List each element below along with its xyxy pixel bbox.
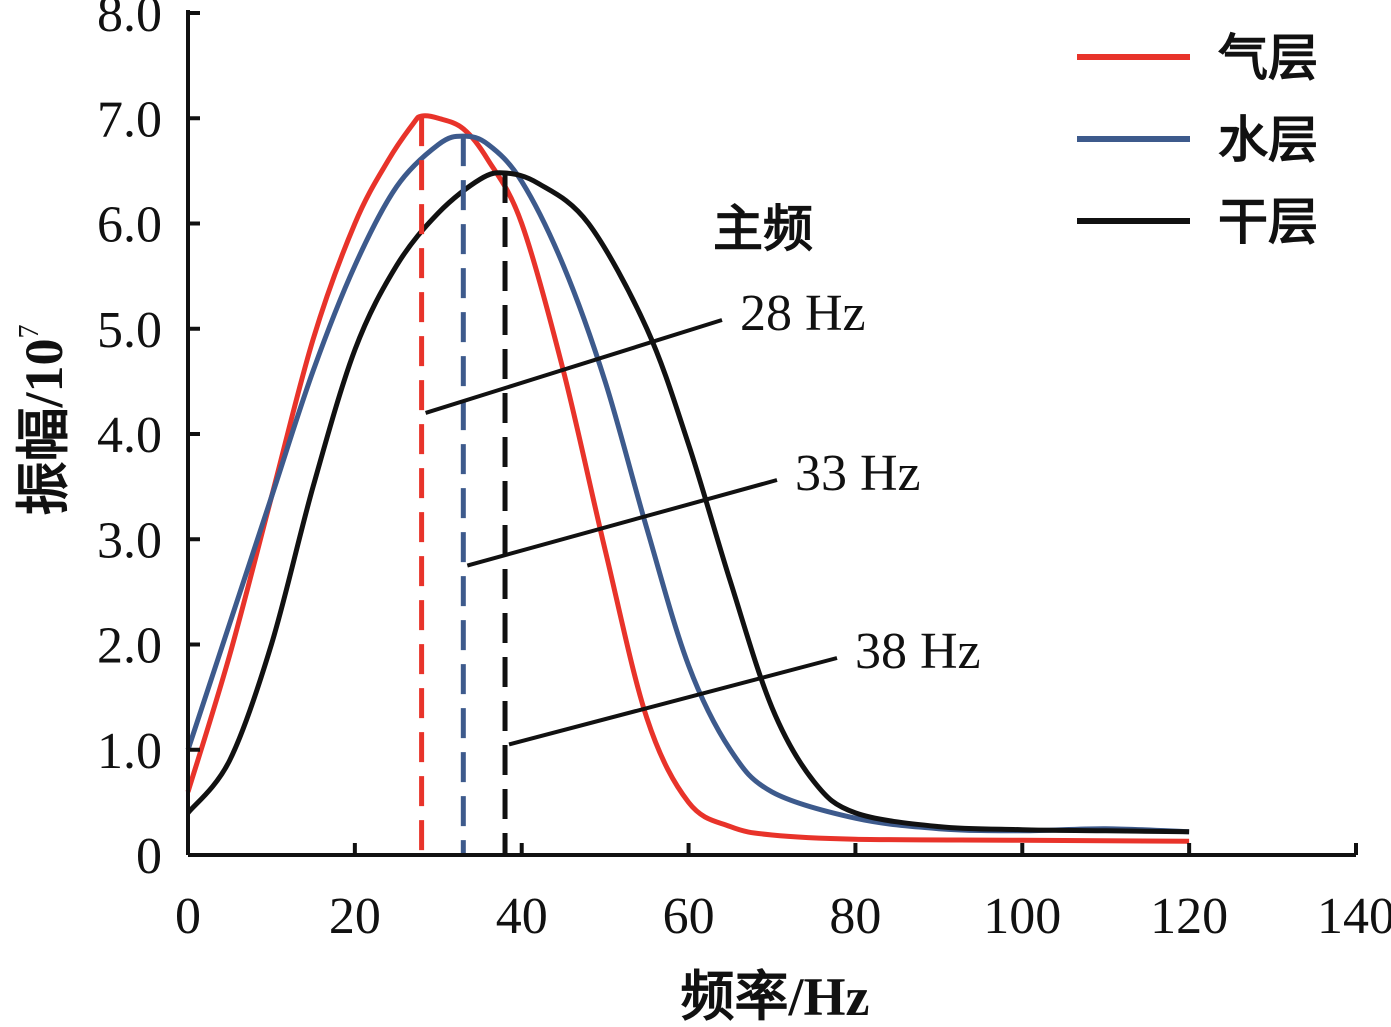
legend-label-3: 干层	[1218, 193, 1318, 251]
annotation-label-1: 28 Hz	[740, 285, 866, 342]
y-tick-label: 0	[136, 828, 162, 885]
y-tick-label: 4.0	[97, 407, 162, 464]
x-tick-label: 60	[663, 888, 715, 945]
legend-label-1: 气层	[1218, 29, 1318, 87]
x-tick-label: 80	[829, 888, 881, 945]
y-axis-title-main: 振幅/10	[14, 338, 74, 515]
axis-ticks: 0 20 40 60 80 100 120 140 0 1.0 2.0 3.0 4.0 5.0 6.0 7.0…	[97, 0, 1391, 945]
annotation-label-3: 38 Hz	[855, 623, 981, 680]
x-tick-label: 140	[1317, 888, 1391, 945]
x-tick-label: 40	[496, 888, 548, 945]
x-tick-label: 100	[983, 888, 1061, 945]
annotation-title: 主频	[713, 200, 813, 258]
y-tick-label: 7.0	[97, 91, 162, 148]
annotation-leader-3	[508, 656, 838, 747]
y-tick-label: 3.0	[97, 512, 162, 569]
x-axis-title: 频率/Hz	[681, 967, 870, 1027]
axis-titles: 频率/Hz 振幅/107	[14, 324, 869, 1027]
series-line-1	[185, 113, 1190, 844]
x-tick-label: 20	[329, 888, 381, 945]
y-tick-label: 8.0	[97, 0, 162, 43]
annotation-label-2: 33 Hz	[795, 445, 921, 502]
series-line-2	[185, 133, 1190, 835]
x-tick-label: 0	[175, 888, 201, 945]
x-tick-label: 120	[1150, 888, 1228, 945]
reference-lines	[419, 116, 508, 855]
legend-label-2: 水层	[1218, 111, 1318, 169]
y-axis-title-exponent: 7	[14, 324, 45, 338]
annotation-leader-2	[466, 478, 778, 568]
series-lines	[185, 113, 1190, 844]
annotations: 主频 28 Hz 33 Hz 38 Hz	[425, 200, 981, 747]
y-tick-label: 2.0	[97, 618, 162, 675]
y-tick-label: 5.0	[97, 302, 162, 359]
annotation-leader-1	[425, 318, 723, 415]
y-axis-title: 振幅/107	[14, 324, 74, 515]
y-tick-label: 6.0	[97, 197, 162, 254]
series-line-3	[186, 170, 1190, 835]
y-tick-label: 1.0	[97, 723, 162, 780]
